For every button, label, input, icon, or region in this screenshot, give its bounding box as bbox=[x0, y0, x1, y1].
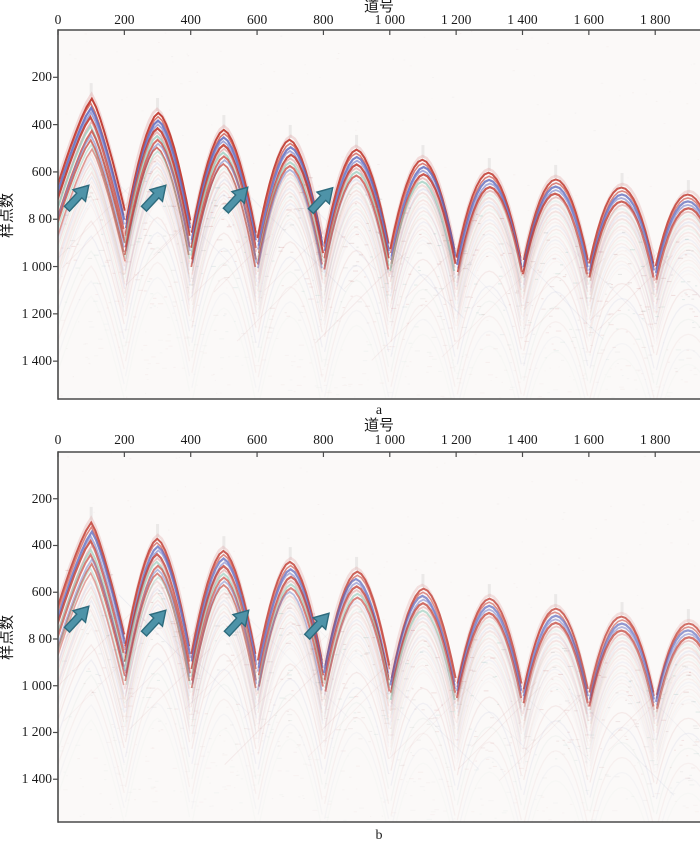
panel-b-xtick-label: 1 800 bbox=[640, 432, 671, 447]
panel-b-ytick-label: 8 00 bbox=[28, 630, 52, 646]
panel-b-plot-area bbox=[58, 452, 700, 822]
panel-a-xtick-label: 1 800 bbox=[640, 12, 671, 27]
panel-b-xtick-label: 400 bbox=[180, 432, 201, 447]
panel-b-ytick-label: 1 000 bbox=[21, 677, 52, 693]
annotation-arrow-icon bbox=[307, 186, 334, 215]
panel-b-ytick-label: 1 400 bbox=[21, 771, 52, 787]
panel-b-ytick-label: 1 200 bbox=[21, 724, 52, 740]
panel-a-xtick-label: 1 000 bbox=[374, 12, 405, 27]
panel-a-xtick-label: 1 600 bbox=[573, 12, 605, 27]
panel-b-xtick-label: 1 600 bbox=[573, 432, 605, 447]
panel-a-xtick-label: 0 bbox=[54, 12, 62, 27]
annotation-arrow-icon bbox=[63, 605, 90, 634]
panel-a-xtick-label: 200 bbox=[114, 12, 135, 27]
panel-a-xtick-label: 1 400 bbox=[507, 12, 538, 27]
panel-a-label: a bbox=[375, 403, 383, 418]
panel-b-ytick-label: 600 bbox=[31, 584, 52, 600]
panel-a-xtick-label: 1 200 bbox=[440, 12, 472, 27]
panel-a-xaxis-title: 道号 bbox=[363, 0, 394, 15]
annotation-arrow-icon bbox=[140, 609, 167, 637]
panel-a-ytick-label: 1 200 bbox=[21, 305, 52, 321]
panel-a-ytick-label: 1 000 bbox=[21, 258, 52, 274]
panel-b-ytick-label: 200 bbox=[31, 490, 52, 506]
annotation-arrow-icon bbox=[223, 609, 250, 637]
annotation-arrow-icon bbox=[140, 184, 167, 213]
panel-b-axes bbox=[53, 451, 700, 823]
panel-a-xtick-label: 400 bbox=[180, 12, 201, 27]
annotation-arrow-icon bbox=[303, 612, 330, 641]
annotation-arrow-icon bbox=[63, 184, 90, 213]
panel-a-plot-area bbox=[58, 30, 700, 399]
panel-b-label: b bbox=[375, 828, 383, 843]
annotation-arrow-icon bbox=[222, 186, 249, 214]
panel-b-xtick-label: 200 bbox=[114, 432, 135, 447]
panel-a-ytick-label: 8 00 bbox=[28, 211, 52, 227]
panel-b-xtick-label: 0 bbox=[54, 432, 62, 447]
panel-b-xaxis-title: 道号 bbox=[363, 418, 394, 434]
panel-b-xtick-label: 800 bbox=[313, 432, 334, 447]
panel-a-xtick-label: 600 bbox=[246, 12, 268, 27]
panel-a-xtick-label: 800 bbox=[313, 12, 334, 27]
panel-b-xtick-label: 1 200 bbox=[440, 432, 472, 447]
panel-b-xtick-label: 600 bbox=[246, 432, 268, 447]
panel-a-axes bbox=[53, 29, 700, 400]
panel-b-xtick-label: 1 400 bbox=[507, 432, 538, 447]
panel-a-ytick-label: 1 400 bbox=[21, 353, 52, 369]
panel-a-ytick-label: 600 bbox=[31, 163, 52, 179]
panel-a-ytick-label: 200 bbox=[31, 69, 52, 85]
panel-b-xtick-label: 1 000 bbox=[374, 432, 405, 447]
panel-b-ytick-label: 400 bbox=[31, 537, 52, 553]
panel-a-ytick-label: 400 bbox=[31, 116, 52, 132]
